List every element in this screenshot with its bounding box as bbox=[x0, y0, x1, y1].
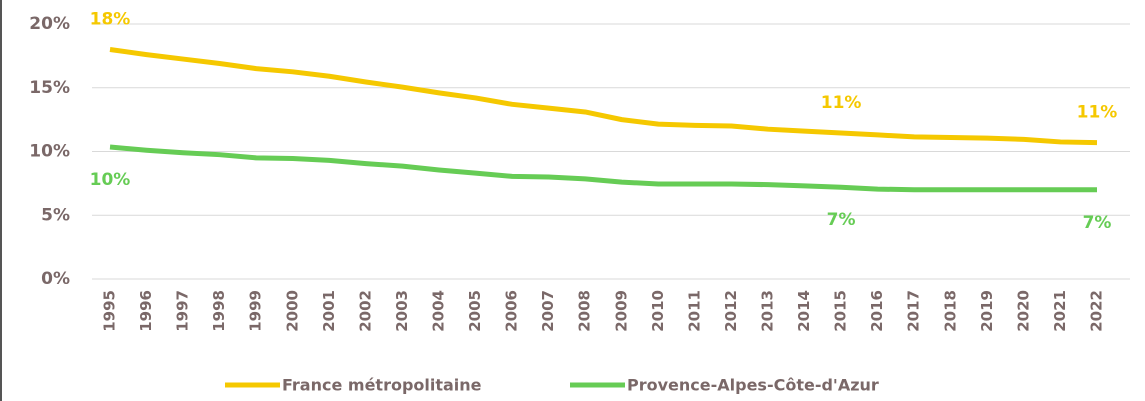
y-tick-label: 15% bbox=[29, 78, 70, 98]
x-tick-label: 2014 bbox=[795, 290, 813, 332]
x-tick-label: 2008 bbox=[576, 290, 594, 332]
data-label: 7% bbox=[1083, 213, 1112, 233]
legend-label: France métropolitaine bbox=[282, 376, 482, 395]
x-tick-label: 2017 bbox=[905, 290, 923, 332]
y-tick-label: 5% bbox=[41, 205, 70, 225]
x-tick-label: 1997 bbox=[174, 290, 192, 332]
data-label: 11% bbox=[821, 93, 862, 113]
x-tick-label: 2006 bbox=[503, 290, 521, 332]
x-tick-label: 2016 bbox=[868, 290, 886, 332]
x-tick-label: 2001 bbox=[320, 290, 338, 332]
x-tick-label: 1999 bbox=[247, 290, 265, 332]
x-tick-label: 2003 bbox=[393, 290, 411, 332]
x-tick-label: 2011 bbox=[685, 290, 703, 332]
data-label: 7% bbox=[827, 210, 856, 230]
data-label: 18% bbox=[90, 10, 131, 30]
x-tick-label: 2019 bbox=[978, 290, 996, 332]
x-tick-label: 2013 bbox=[759, 290, 777, 332]
y-tick-label: 10% bbox=[29, 142, 70, 162]
y-tick-label: 20% bbox=[29, 14, 70, 34]
y-tick-label: 0% bbox=[41, 269, 70, 289]
series-line bbox=[109, 144, 1097, 193]
x-tick-label: 2000 bbox=[283, 290, 301, 332]
x-tick-label: 2012 bbox=[722, 290, 740, 332]
x-tick-label: 1996 bbox=[137, 290, 155, 332]
x-tick-label: 1995 bbox=[101, 290, 119, 332]
x-tick-label: 2015 bbox=[832, 290, 850, 332]
x-tick-label: 1998 bbox=[210, 290, 228, 332]
data-label: 10% bbox=[90, 170, 131, 190]
legend-label: Provence-Alpes-Côte-d'Azur bbox=[627, 376, 879, 395]
x-tick-label: 2022 bbox=[1088, 290, 1106, 332]
x-tick-label: 2002 bbox=[356, 290, 374, 332]
x-tick-label: 2005 bbox=[466, 290, 484, 332]
x-tick-label: 2010 bbox=[649, 290, 667, 332]
x-tick-label: 2009 bbox=[612, 290, 630, 332]
x-tick-label: 2004 bbox=[430, 290, 448, 332]
data-label: 11% bbox=[1077, 103, 1118, 123]
x-tick-label: 2021 bbox=[1051, 290, 1069, 332]
x-tick-label: 2020 bbox=[1014, 290, 1032, 332]
x-tick-label: 2007 bbox=[539, 290, 557, 332]
series-line bbox=[109, 47, 1098, 146]
x-tick-label: 2018 bbox=[941, 290, 959, 332]
